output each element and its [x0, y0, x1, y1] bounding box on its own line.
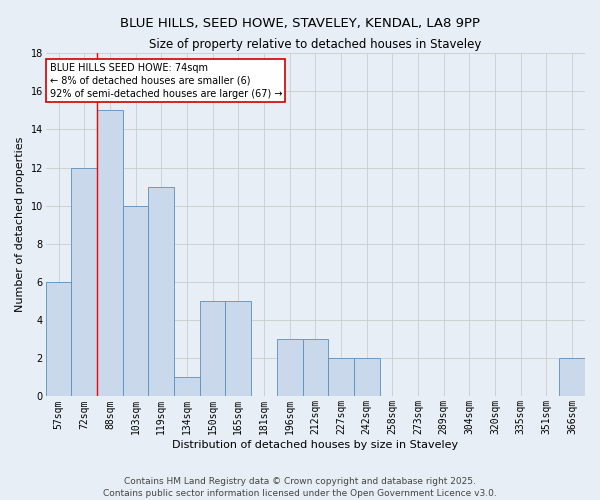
- Bar: [226, 301, 251, 396]
- Text: BLUE HILLS, SEED HOWE, STAVELEY, KENDAL, LA8 9PP: BLUE HILLS, SEED HOWE, STAVELEY, KENDAL,…: [120, 18, 480, 30]
- Bar: [71, 168, 97, 396]
- Bar: [46, 282, 71, 397]
- Bar: [148, 186, 174, 396]
- Bar: [123, 206, 148, 396]
- Text: BLUE HILLS SEED HOWE: 74sqm
← 8% of detached houses are smaller (6)
92% of semi-: BLUE HILLS SEED HOWE: 74sqm ← 8% of deta…: [50, 62, 282, 99]
- Title: Size of property relative to detached houses in Staveley: Size of property relative to detached ho…: [149, 38, 482, 51]
- Bar: [174, 378, 200, 396]
- Bar: [328, 358, 354, 397]
- X-axis label: Distribution of detached houses by size in Staveley: Distribution of detached houses by size …: [172, 440, 458, 450]
- Bar: [277, 339, 302, 396]
- Text: Contains HM Land Registry data © Crown copyright and database right 2025.
Contai: Contains HM Land Registry data © Crown c…: [103, 476, 497, 498]
- Bar: [97, 110, 123, 397]
- Bar: [200, 301, 226, 396]
- Y-axis label: Number of detached properties: Number of detached properties: [15, 137, 25, 312]
- Bar: [559, 358, 585, 397]
- Bar: [302, 339, 328, 396]
- Bar: [354, 358, 380, 397]
